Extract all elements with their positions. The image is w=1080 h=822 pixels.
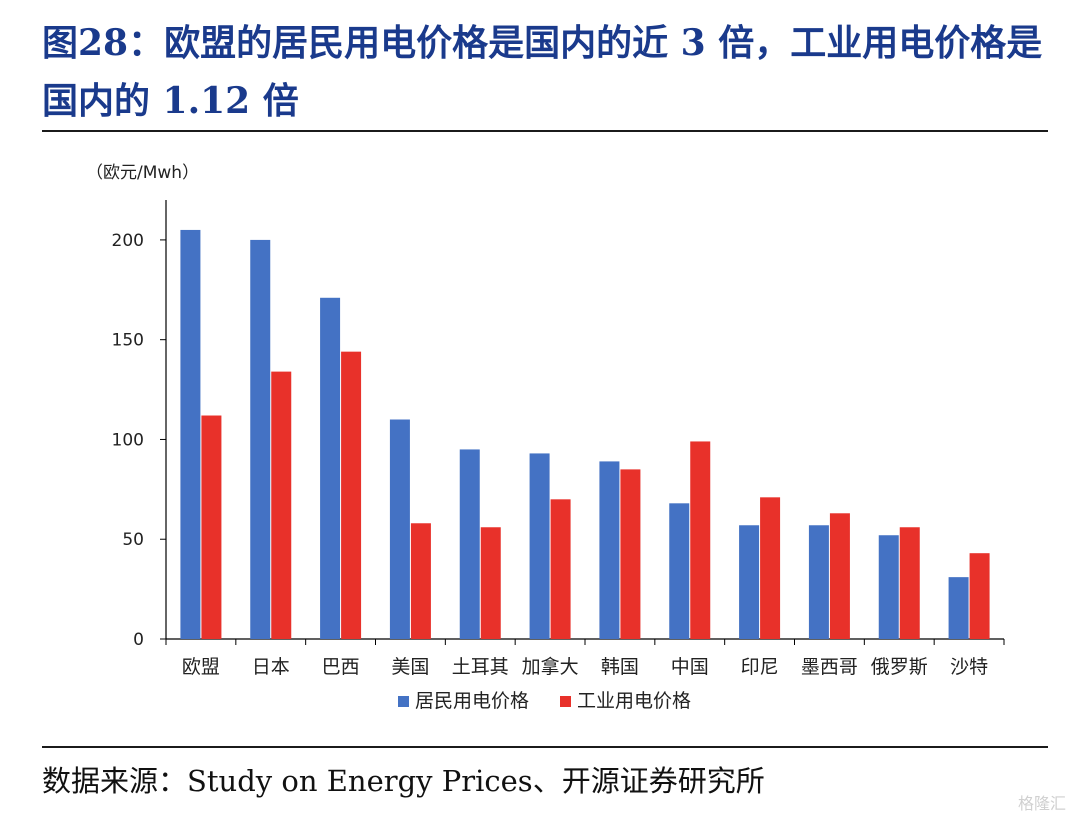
y-tick-label: 100 bbox=[112, 430, 144, 450]
figure-title: 图28：欧盟的居民用电价格是国内的近 3 倍，工业用电价格是国内的 1.12 倍 bbox=[42, 22, 1043, 122]
residential-bar-8 bbox=[669, 503, 690, 639]
industrial-bar-2 bbox=[271, 371, 292, 639]
bars bbox=[180, 229, 990, 639]
residential-bar-9 bbox=[739, 525, 760, 639]
y-tick-label: 200 bbox=[112, 231, 144, 251]
industrial-bar-1 bbox=[201, 415, 222, 639]
industrial-bar-12 bbox=[969, 553, 990, 639]
residential-bar-10 bbox=[808, 525, 829, 639]
source-note: 数据来源：Study on Energy Prices、开源证券研究所 bbox=[42, 764, 765, 798]
industrial-bar-3 bbox=[341, 351, 362, 639]
x-tick-label: 日本 bbox=[252, 656, 290, 678]
x-tick-label: 加拿大 bbox=[522, 655, 579, 678]
bar-chart: （欧元/Mwh） 0 50 100 150 200 欧盟 日本 巴西 美国 土耳其 加拿大 韩国 中国 印… bbox=[86, 163, 1005, 712]
legend-swatch-2 bbox=[560, 696, 571, 707]
industrial-bar-8 bbox=[690, 441, 711, 639]
legend-label-1: 居民用电价格 bbox=[415, 690, 529, 712]
residential-bar-5 bbox=[459, 449, 480, 639]
x-tick-label: 中国 bbox=[671, 656, 709, 678]
industrial-bar-5 bbox=[480, 527, 501, 639]
industrial-bar-6 bbox=[550, 499, 571, 639]
x-tick-label: 欧盟 bbox=[182, 656, 220, 678]
x-tick-label: 巴西 bbox=[322, 656, 360, 678]
y-axis-label: （欧元/Mwh） bbox=[86, 163, 199, 183]
residential-bar-11 bbox=[878, 535, 899, 639]
x-tick-label: 美国 bbox=[391, 656, 429, 678]
residential-bar-7 bbox=[599, 461, 620, 639]
industrial-bar-11 bbox=[899, 527, 920, 639]
residential-bar-6 bbox=[529, 453, 550, 639]
x-tick-label: 土耳其 bbox=[452, 656, 509, 678]
residential-bar-3 bbox=[320, 297, 341, 639]
industrial-bar-4 bbox=[410, 523, 431, 639]
y-tick-label: 50 bbox=[122, 530, 144, 550]
y-tick-label: 0 bbox=[133, 630, 144, 650]
residential-bar-1 bbox=[180, 229, 201, 639]
legend: 居民用电价格 工业用电价格 bbox=[398, 690, 691, 712]
legend-swatch-1 bbox=[398, 696, 409, 707]
x-tick-label: 沙特 bbox=[950, 656, 988, 678]
title-divider bbox=[42, 130, 1048, 132]
source-divider bbox=[42, 746, 1048, 748]
industrial-bar-10 bbox=[829, 513, 850, 639]
x-tick-label: 韩国 bbox=[601, 656, 639, 678]
x-tick-label: 俄罗斯 bbox=[871, 656, 928, 678]
watermark: 格隆汇 bbox=[1017, 794, 1066, 813]
industrial-bar-7 bbox=[620, 469, 641, 639]
industrial-bar-9 bbox=[760, 497, 781, 639]
x-tick-label: 墨西哥 bbox=[801, 656, 858, 678]
x-tick-label: 印尼 bbox=[741, 656, 779, 678]
residential-bar-4 bbox=[389, 419, 410, 639]
residential-bar-12 bbox=[948, 577, 969, 639]
axes: 0 50 100 150 200 欧盟 日本 巴西 美国 土耳其 加拿大 韩国 中国 印尼 墨西哥 俄罗斯 沙特 bbox=[112, 200, 1005, 678]
legend-label-2: 工业用电价格 bbox=[577, 690, 691, 712]
residential-bar-2 bbox=[250, 239, 271, 639]
y-tick-label: 150 bbox=[112, 331, 144, 351]
